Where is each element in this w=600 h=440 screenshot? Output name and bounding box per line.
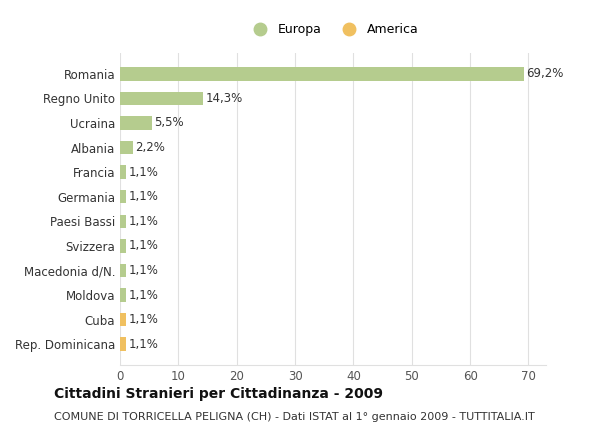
- Bar: [120, 116, 152, 130]
- Text: 1,1%: 1,1%: [129, 313, 158, 326]
- Text: 1,1%: 1,1%: [129, 338, 158, 351]
- Bar: [120, 337, 127, 351]
- Bar: [120, 313, 127, 326]
- Text: COMUNE DI TORRICELLA PELIGNA (CH) - Dati ISTAT al 1° gennaio 2009 - TUTTITALIA.I: COMUNE DI TORRICELLA PELIGNA (CH) - Dati…: [54, 412, 535, 422]
- Text: Cittadini Stranieri per Cittadinanza - 2009: Cittadini Stranieri per Cittadinanza - 2…: [54, 387, 383, 401]
- Text: 14,3%: 14,3%: [206, 92, 243, 105]
- Bar: [120, 141, 133, 154]
- Text: 1,1%: 1,1%: [129, 239, 158, 253]
- Text: 1,1%: 1,1%: [129, 165, 158, 179]
- Text: 1,1%: 1,1%: [129, 264, 158, 277]
- Bar: [120, 67, 524, 81]
- Bar: [120, 215, 127, 228]
- Text: 69,2%: 69,2%: [526, 67, 563, 80]
- Bar: [120, 288, 127, 302]
- Bar: [120, 165, 127, 179]
- Bar: [120, 190, 127, 203]
- Text: 1,1%: 1,1%: [129, 289, 158, 301]
- Text: 5,5%: 5,5%: [154, 117, 184, 129]
- Bar: [120, 239, 127, 253]
- Bar: [120, 92, 203, 105]
- Legend: Europa, America: Europa, America: [242, 18, 424, 41]
- Text: 2,2%: 2,2%: [135, 141, 165, 154]
- Bar: [120, 264, 127, 277]
- Text: 1,1%: 1,1%: [129, 215, 158, 228]
- Text: 1,1%: 1,1%: [129, 190, 158, 203]
